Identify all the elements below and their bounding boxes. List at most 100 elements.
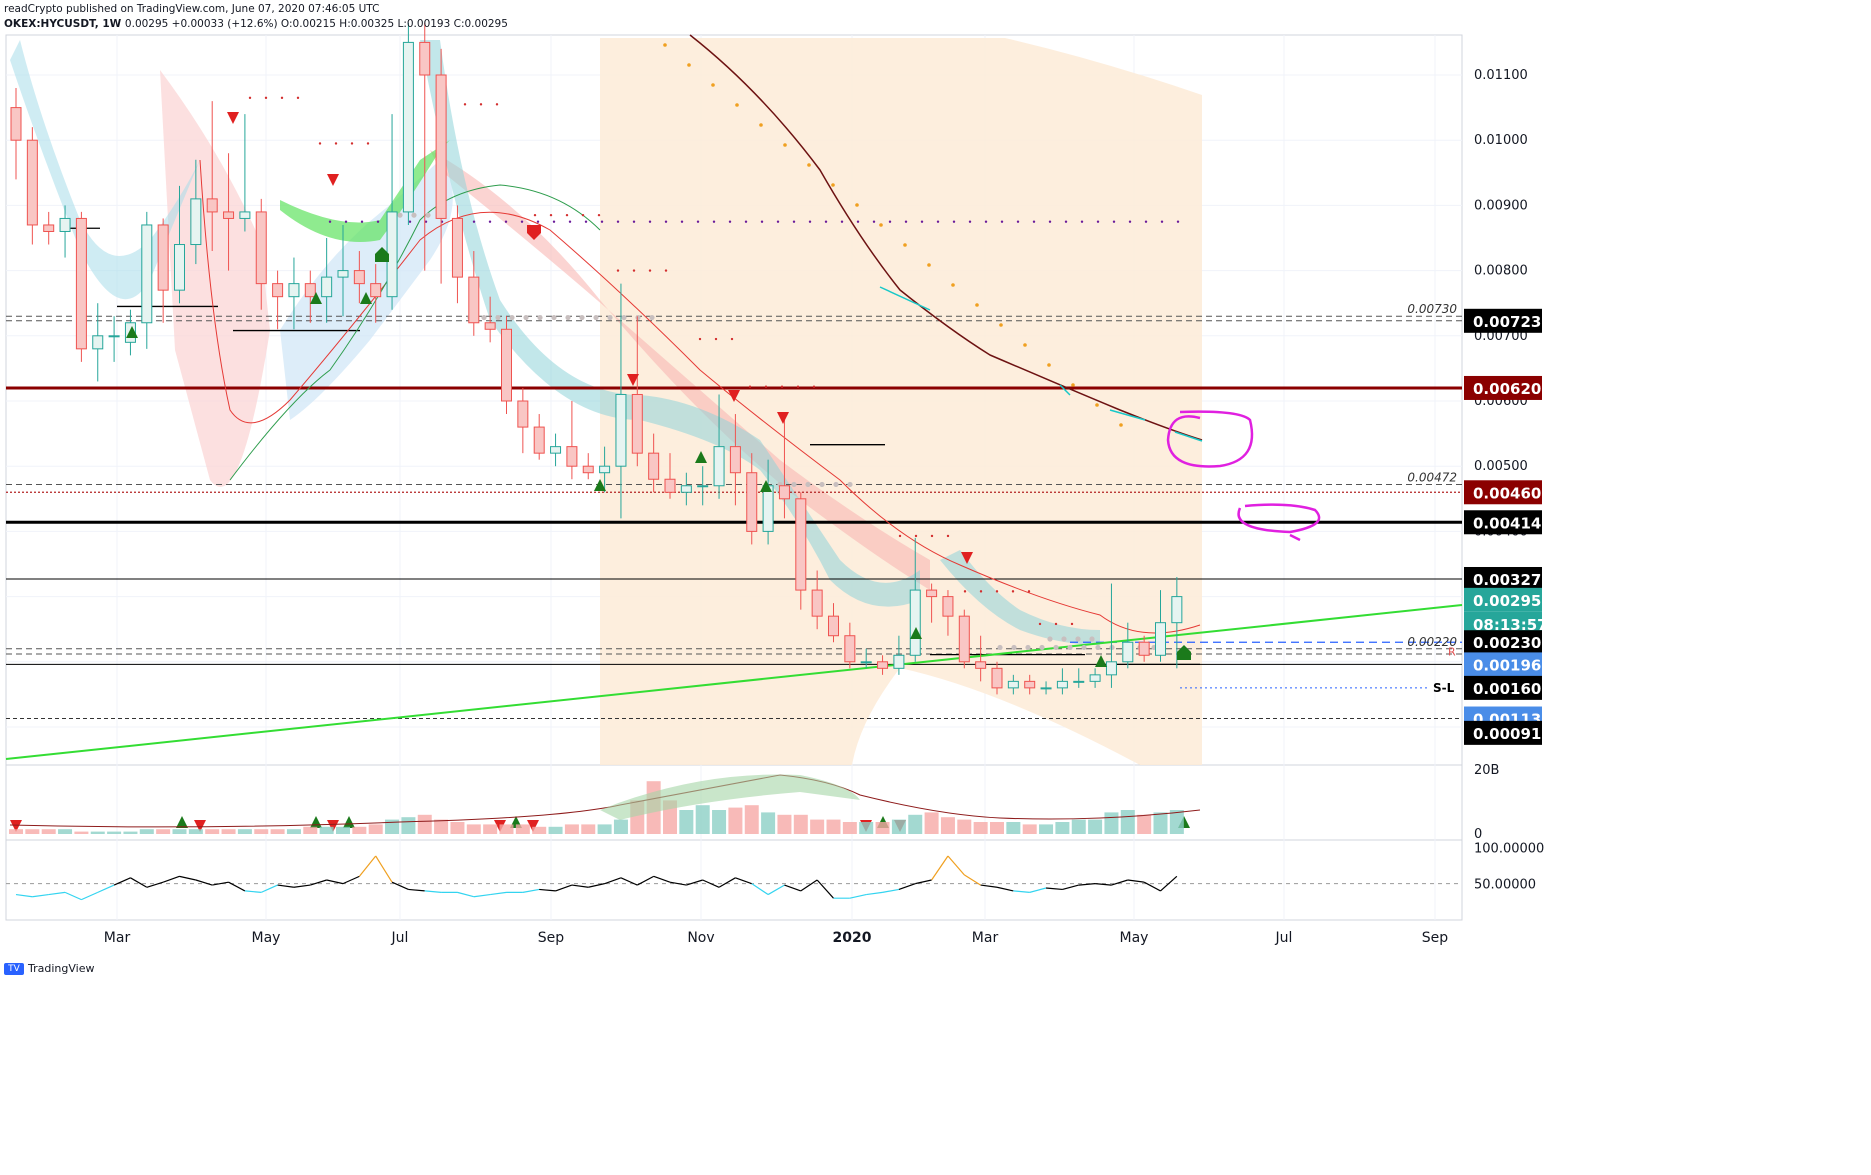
volume-bar — [1137, 814, 1152, 834]
osc-segment — [1013, 890, 1030, 893]
candle-body — [746, 472, 758, 532]
volume-bar — [1006, 822, 1021, 834]
grey-dot — [607, 314, 613, 321]
grey-dot — [1067, 644, 1073, 651]
candle-body — [304, 283, 316, 298]
purple-dot — [1048, 220, 1052, 223]
volume-bar — [581, 824, 596, 834]
volume-bar — [761, 812, 776, 834]
up-arrow-icon — [594, 479, 606, 491]
osc-segment — [882, 888, 900, 893]
osc-tick-label: 50.00000 — [1474, 878, 1536, 893]
marker-label-sl: S-L — [1433, 681, 1455, 695]
osc-segment — [424, 890, 442, 893]
osc-segment — [391, 881, 409, 891]
trend-line-green — [5, 604, 1463, 760]
candle-body — [566, 446, 578, 467]
osc-segment — [588, 883, 605, 888]
red-dot — [318, 142, 322, 145]
grey-dot — [1089, 636, 1095, 642]
candle-body — [435, 74, 447, 219]
osc-segment — [358, 855, 377, 877]
volume-bar — [826, 819, 841, 834]
red-dot — [264, 96, 268, 100]
candle-body — [893, 654, 905, 669]
grey-dot — [1053, 644, 1059, 651]
osc-tick-label: 100.00000 — [1474, 841, 1544, 856]
red-dot — [1027, 590, 1031, 593]
candle-body — [582, 465, 594, 474]
red-dot — [714, 337, 718, 341]
down-arrow-icon — [227, 112, 239, 124]
osc-segment — [604, 877, 622, 885]
osc-segment — [195, 879, 213, 886]
red-dot — [648, 269, 652, 272]
grey-dot — [1011, 644, 1017, 651]
purple-dot — [488, 220, 492, 223]
down-arrow-icon — [327, 820, 339, 832]
osc-segment — [1095, 883, 1112, 886]
volume-bar — [875, 822, 890, 834]
candle-body — [680, 485, 692, 493]
teal-band-late — [940, 550, 1100, 645]
grey-dot — [397, 212, 403, 218]
x-tick-label: May — [1120, 930, 1149, 946]
purple-dot — [680, 220, 684, 223]
volume-bar — [532, 826, 547, 834]
candle-body — [321, 276, 333, 298]
osc-segment — [97, 884, 115, 893]
grey-dot — [593, 314, 599, 321]
up-arrow-icon — [176, 816, 188, 828]
volume-bar — [1071, 819, 1086, 834]
x-tick-label: 2020 — [833, 930, 872, 946]
osc-segment — [457, 891, 474, 898]
volume-bar — [9, 829, 23, 834]
volume-bar — [908, 814, 923, 834]
footer-brand: TradingView — [28, 962, 95, 975]
volume-bar — [434, 819, 449, 834]
purple-dot — [856, 220, 860, 223]
candle-body — [108, 335, 120, 338]
psar-dot — [783, 143, 787, 147]
y-tick-label: 0.01100 — [1474, 68, 1528, 83]
highlight-circle — [1166, 410, 1254, 468]
candle-body — [1122, 641, 1134, 663]
red-dot — [248, 96, 252, 100]
volume-bar — [237, 829, 252, 834]
osc-segment — [81, 891, 98, 901]
osc-segment — [244, 890, 262, 893]
up-arrow-icon — [360, 292, 372, 304]
y-tick-label: 0.00500 — [1474, 459, 1528, 474]
down-arrow-icon — [194, 820, 206, 832]
y-tick-label: 0.00900 — [1474, 198, 1528, 213]
candle-body — [1040, 687, 1052, 690]
osc-segment — [1111, 879, 1128, 886]
candle-body — [631, 393, 643, 454]
volume-bar — [205, 829, 220, 834]
osc-segment — [1062, 884, 1079, 891]
osc-segment — [784, 884, 802, 892]
candle-body — [958, 615, 970, 663]
volume-bar — [139, 829, 154, 834]
ma-green — [229, 184, 601, 481]
psar-dot — [807, 163, 811, 167]
candle-body — [648, 452, 660, 480]
osc-segment — [261, 884, 278, 893]
osc-segment — [686, 879, 703, 886]
purple-dot — [1128, 220, 1132, 223]
volume-bar — [564, 824, 579, 834]
candle-body — [778, 485, 790, 500]
purple-dot — [664, 220, 668, 223]
osc-segment — [277, 884, 295, 888]
osc-segment — [375, 855, 393, 883]
osc-segment — [849, 893, 867, 899]
candle-body — [484, 322, 496, 330]
osc-segment — [915, 879, 932, 885]
osc-segment — [15, 893, 33, 898]
price-label-text: 0.00295 — [1473, 592, 1541, 610]
red-dot — [366, 142, 370, 145]
grey-dot — [523, 314, 529, 321]
psar-dot — [1095, 403, 1099, 407]
candle-body — [811, 589, 823, 617]
